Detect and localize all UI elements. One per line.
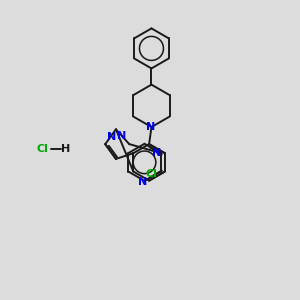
Text: N: N (107, 132, 116, 142)
Text: N: N (137, 177, 147, 187)
Text: N: N (152, 148, 161, 158)
Text: Cl: Cl (37, 143, 49, 154)
Text: H: H (61, 143, 71, 154)
Text: N: N (146, 122, 155, 132)
Text: Cl: Cl (145, 169, 157, 179)
Text: N: N (117, 131, 127, 141)
